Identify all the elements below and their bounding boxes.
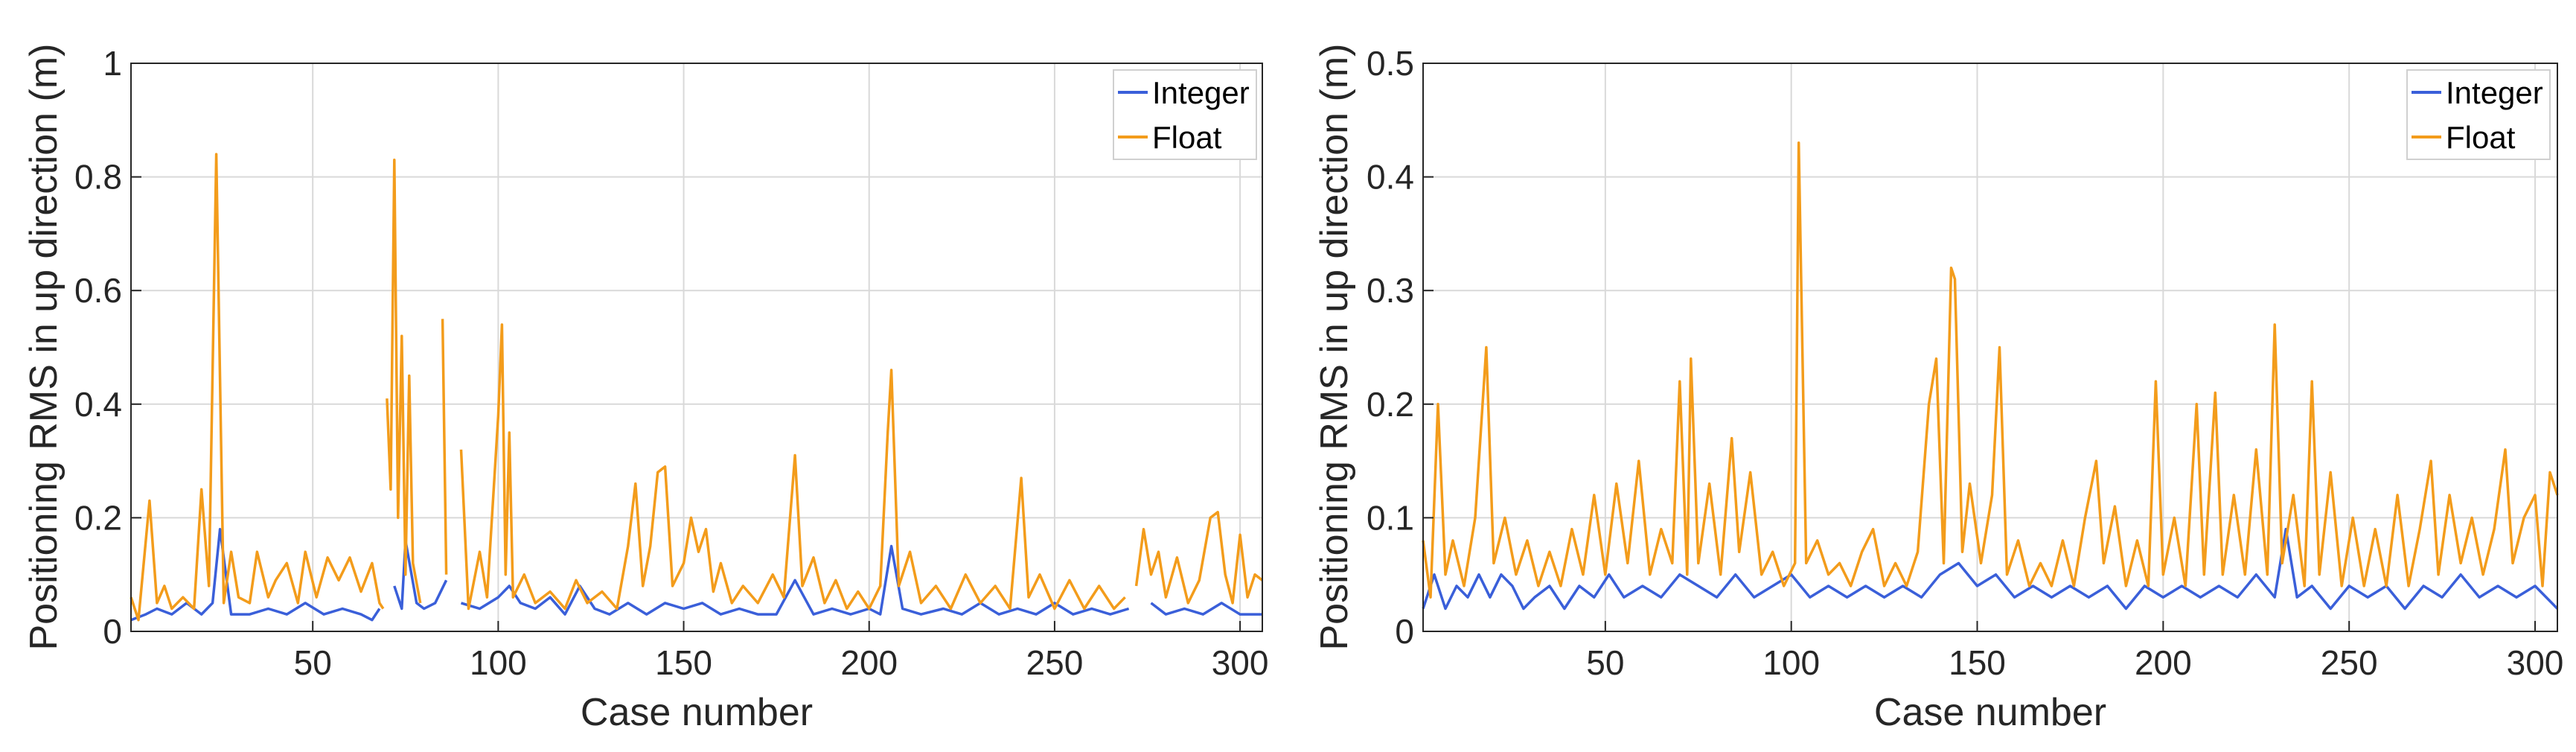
y-tick-label: 0.1 — [1367, 498, 1414, 537]
axis-ticks: 50 100 150 200 250 300 0 0.1 0.2 0.3 0.4 0.5 — [1367, 44, 2563, 682]
legend: Integer Float — [2406, 69, 2551, 160]
legend-box — [1113, 69, 1257, 160]
y-tick-label: 0.3 — [1367, 271, 1414, 310]
right-chart-panel: 50 100 150 200 250 300 0 0.1 0.2 0.3 0.4 0.5 Case n… — [1313, 44, 2563, 735]
left-chart-panel: 50 100 150 200 250 300 0 0.2 0.4 0.6 0.8 1 Case num… — [22, 44, 1268, 735]
x-tick-label: 150 — [655, 643, 712, 682]
legend-float-label: Float — [2446, 120, 2516, 155]
y-tick-label: 0.8 — [74, 158, 122, 197]
x-tick-label: 100 — [1762, 643, 1820, 682]
y-axis-label: Positioning RMS in up direction (m) — [1313, 44, 1356, 651]
y-tick-label: 0.5 — [1367, 44, 1414, 83]
x-tick-label: 100 — [470, 643, 527, 682]
plot-frame — [1422, 63, 2558, 632]
y-tick-label: 0.4 — [1367, 158, 1414, 197]
y-tick-label: 0.2 — [1367, 385, 1414, 424]
legend-float-label: Float — [1152, 120, 1222, 155]
axis-ticks: 50 100 150 200 250 300 0 0.2 0.4 0.6 0.8 1 — [74, 44, 1268, 682]
grid-lines — [1423, 63, 2557, 632]
x-tick-label: 50 — [294, 643, 332, 682]
x-tick-label: 250 — [1026, 643, 1084, 682]
y-tick-label: 1 — [103, 44, 122, 83]
x-tick-label: 200 — [840, 643, 898, 682]
plot-area — [1423, 63, 2557, 631]
legend: Integer Float — [1113, 69, 1257, 160]
legend-integer-label: Integer — [1152, 75, 1250, 110]
legend-integer-label: Integer — [2446, 75, 2543, 110]
x-tick-label: 150 — [1949, 643, 2006, 682]
plot-frame — [130, 63, 1263, 632]
y-tick-label: 0 — [1395, 612, 1414, 651]
plot-area — [131, 63, 1262, 631]
series-lines — [1422, 141, 2559, 611]
x-tick-label: 300 — [2507, 643, 2564, 682]
x-tick-label: 200 — [2135, 643, 2192, 682]
series-line-float — [130, 153, 1264, 622]
series-line-integer — [1422, 527, 2559, 611]
y-tick-label: 0.2 — [74, 498, 122, 537]
series-lines — [130, 153, 1264, 622]
y-tick-label: 0.6 — [74, 271, 122, 310]
legend-box — [2406, 69, 2551, 160]
series-line-integer — [130, 527, 1262, 622]
x-axis-label: Case number — [1874, 691, 2106, 734]
x-tick-label: 50 — [1586, 643, 1624, 682]
x-axis-label: Case number — [581, 691, 813, 734]
y-tick-label: 0 — [103, 612, 122, 651]
series-line-float — [1422, 141, 2559, 599]
y-tick-label: 0.4 — [74, 385, 122, 424]
x-tick-label: 250 — [2321, 643, 2378, 682]
y-axis-label: Positioning RMS in up direction (m) — [22, 44, 65, 651]
x-tick-label: 300 — [1212, 643, 1269, 682]
